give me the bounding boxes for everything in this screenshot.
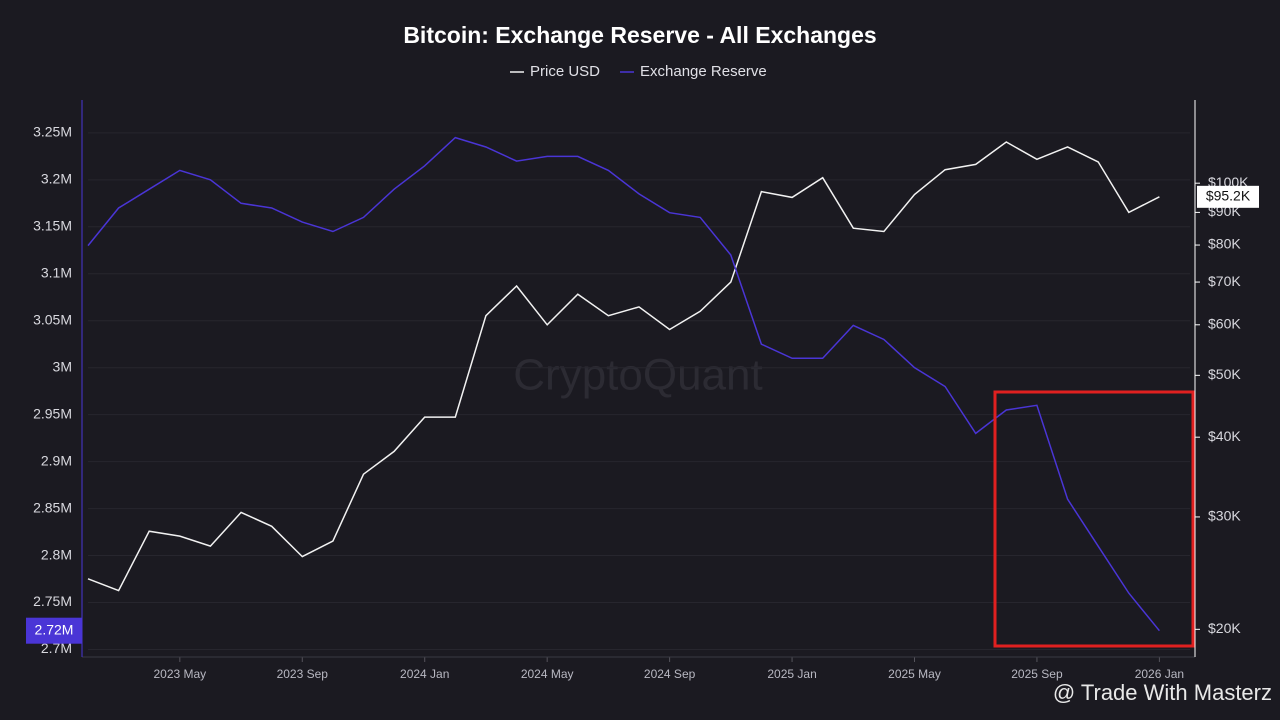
chart-title: Bitcoin: Exchange Reserve - All Exchange… bbox=[403, 22, 876, 48]
y2-tick-label: $80K bbox=[1208, 236, 1241, 252]
x-tick-label: 2023 Sep bbox=[277, 667, 329, 681]
x-tick-label: 2024 Jan bbox=[400, 667, 449, 681]
y-tick-label: 2.85M bbox=[33, 499, 72, 515]
y-tick-label: 3.25M bbox=[33, 124, 72, 140]
x-tick-label: 2024 Sep bbox=[644, 667, 696, 681]
x-tick-label: 2025 May bbox=[888, 667, 941, 681]
series-line bbox=[87, 136, 1160, 632]
credit: @ Trade With Masterz bbox=[1053, 680, 1272, 705]
y2-tick-label: $50K bbox=[1208, 366, 1241, 382]
x-tick-label: 2026 Jan bbox=[1135, 667, 1184, 681]
y-tick-label: 3.05M bbox=[33, 311, 72, 327]
y-tick-label: 3.1M bbox=[41, 264, 72, 280]
y-tick-label: 3M bbox=[53, 358, 72, 374]
watermark: CryptoQuant bbox=[513, 351, 762, 400]
y-tick-label: 2.95M bbox=[33, 405, 72, 421]
x-tick-label: 2025 Sep bbox=[1011, 667, 1063, 681]
y2-tick-label: $20K bbox=[1208, 620, 1241, 636]
y-tick-label: 2.8M bbox=[41, 546, 72, 562]
y2-tick-label: $30K bbox=[1208, 508, 1241, 524]
current-value-box bbox=[1197, 185, 1259, 208]
x-tick-label: 2023 May bbox=[153, 667, 206, 681]
y2-tick-label: $40K bbox=[1208, 428, 1241, 444]
current-value-label: $95.2K bbox=[1206, 188, 1251, 204]
x-tick-label: 2024 May bbox=[521, 667, 574, 681]
y-tick-label: 2.75M bbox=[33, 593, 72, 609]
legend: Price USD Exchange Reserve bbox=[510, 63, 767, 80]
series-line bbox=[87, 141, 1160, 592]
legend-label: Exchange Reserve bbox=[640, 63, 767, 80]
x-tick-label: 2025 Jan bbox=[767, 667, 816, 681]
y-tick-label: 3.15M bbox=[33, 218, 72, 234]
current-value-label: 2.72M bbox=[35, 621, 74, 637]
y-tick-label: 3.2M bbox=[41, 171, 72, 187]
y-tick-label: 2.9M bbox=[41, 452, 72, 468]
current-value-box bbox=[26, 617, 82, 644]
y2-tick-label: $70K bbox=[1208, 273, 1241, 289]
highlight-box bbox=[993, 390, 1195, 648]
y2-tick-label: $60K bbox=[1208, 315, 1241, 331]
y-tick-label: 2.7M bbox=[41, 640, 72, 656]
legend-label: Price USD bbox=[530, 63, 600, 80]
